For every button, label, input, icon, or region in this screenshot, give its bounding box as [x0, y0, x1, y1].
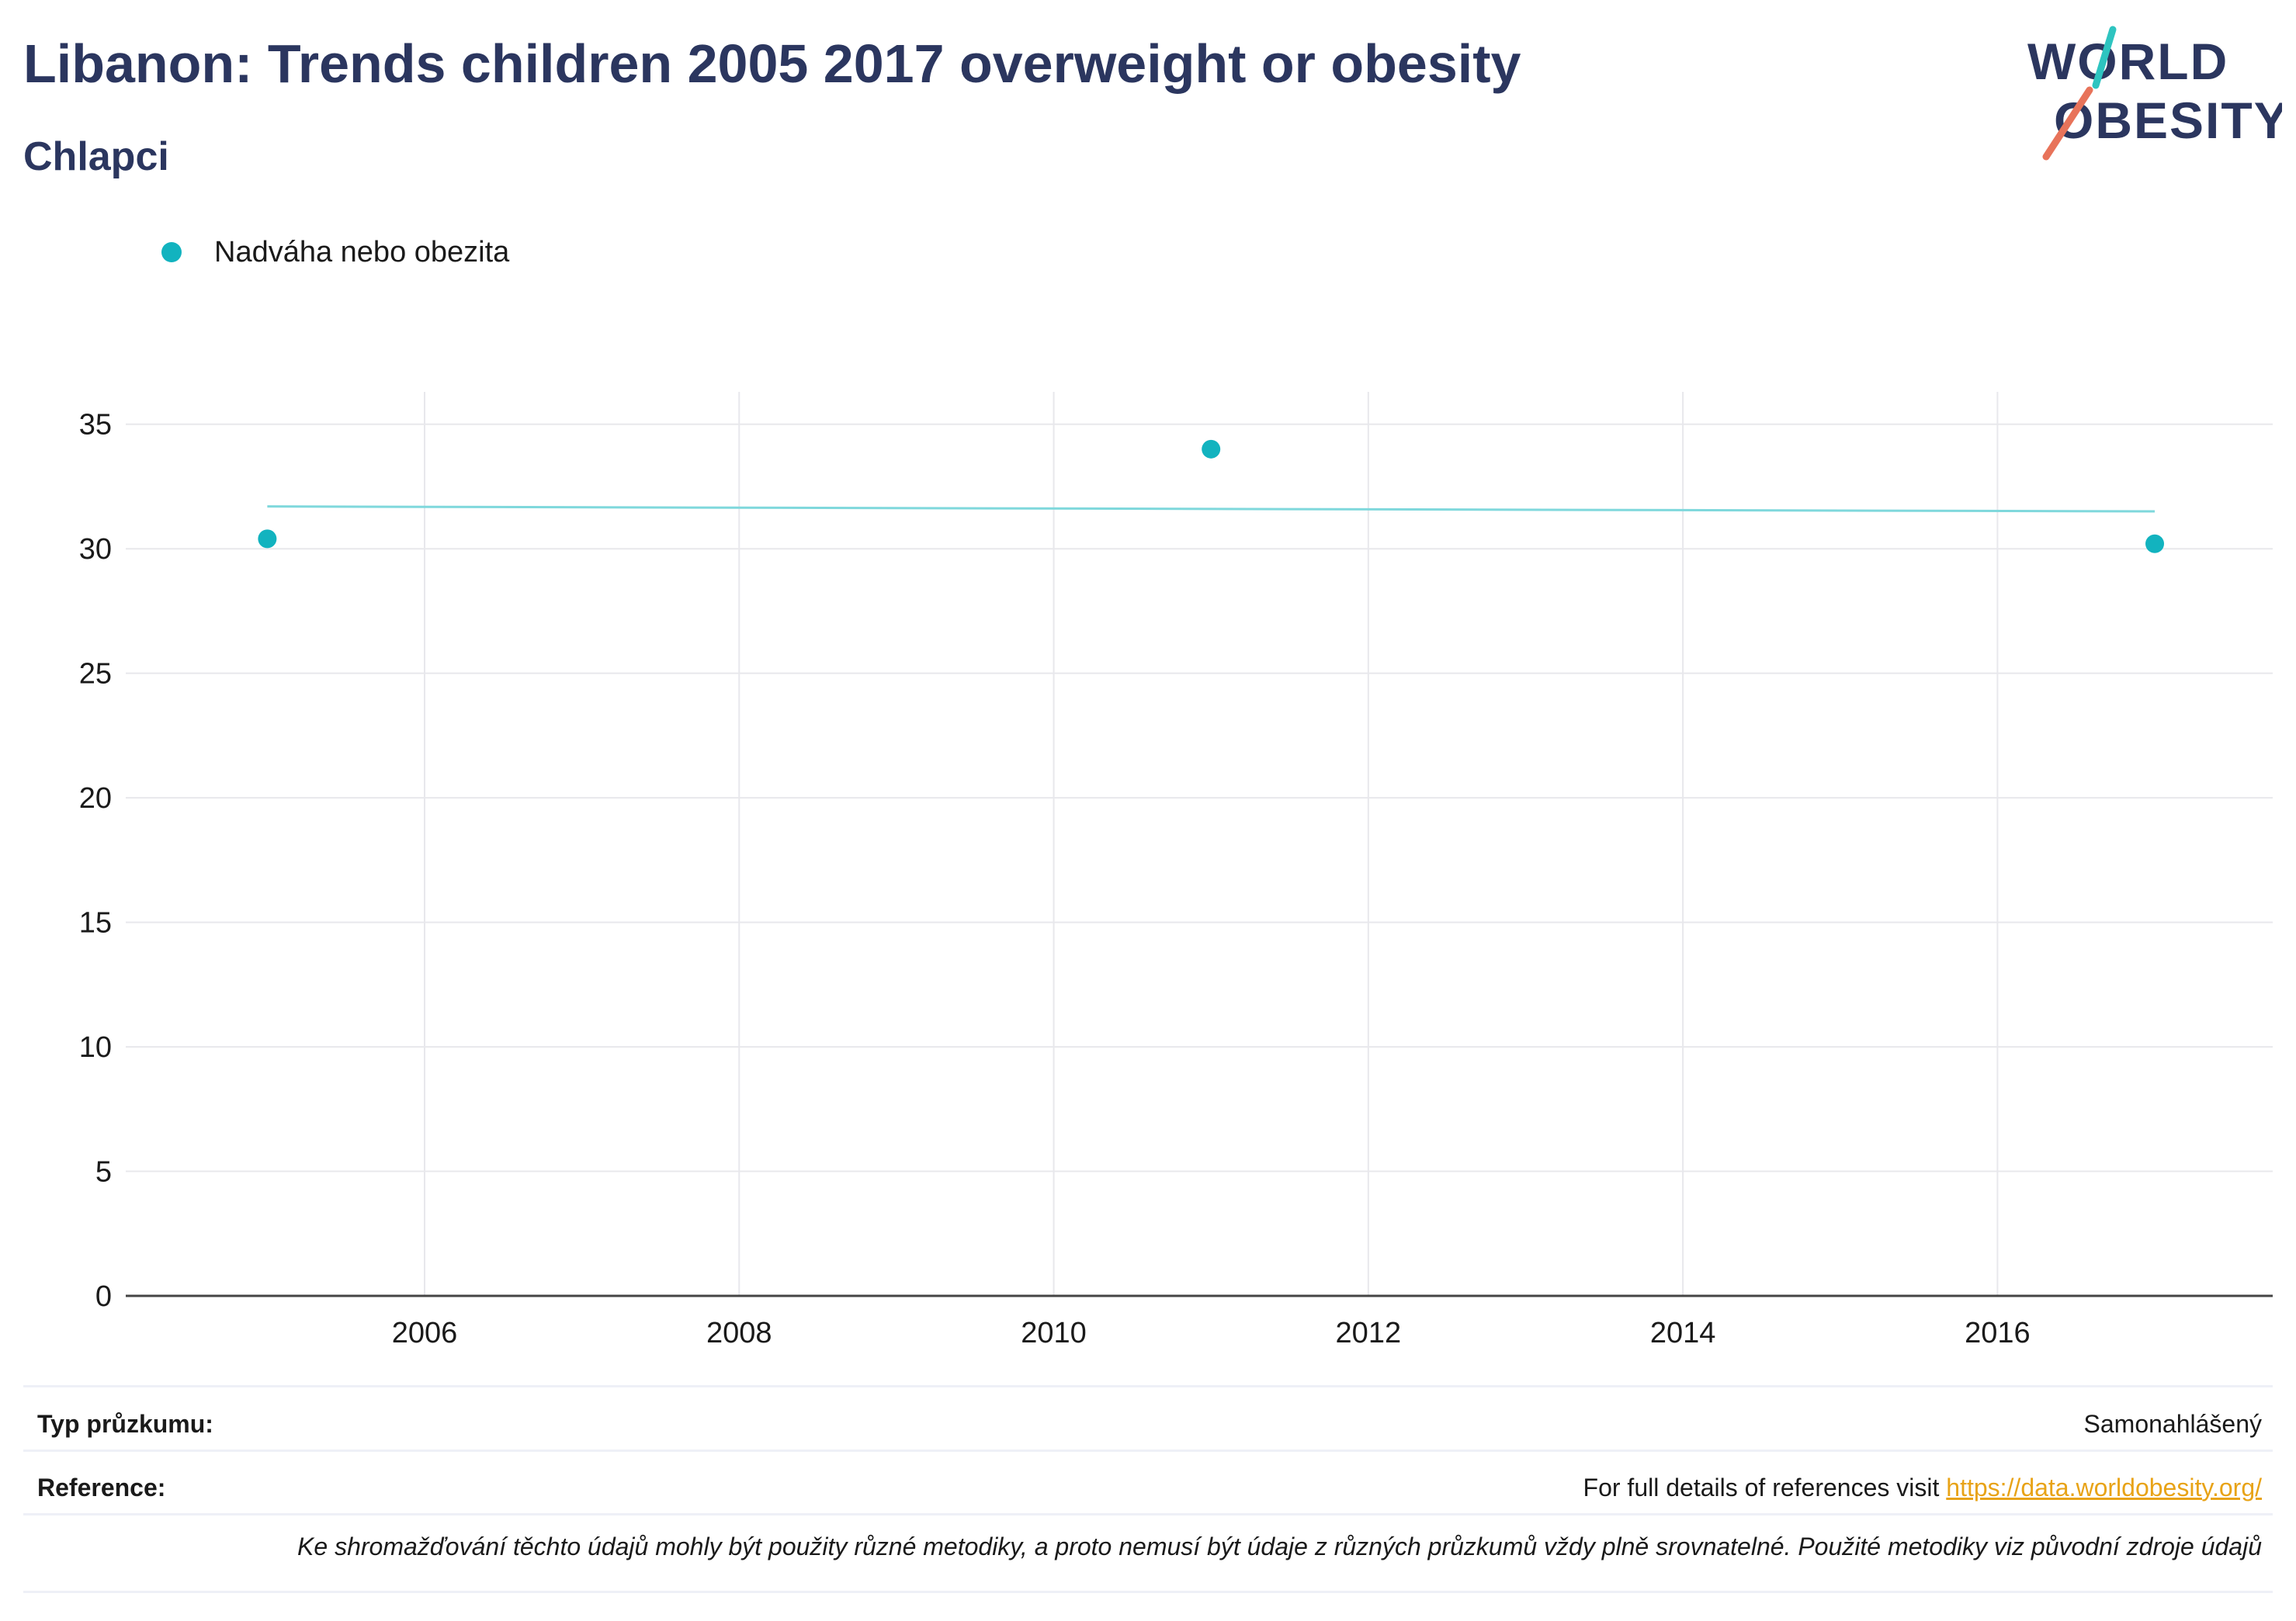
y-tick-label: 35	[79, 409, 112, 442]
world-obesity-logo: WORLD OBESITY	[2027, 26, 2282, 161]
y-tick-label: 20	[79, 782, 112, 815]
info-divider-middle	[23, 1450, 2273, 1452]
reference-content: For full details of references visit htt…	[1583, 1474, 2262, 1502]
logo-slash-coral	[2042, 86, 2093, 161]
methodology-disclaimer: Ke shromažďování těchto údajů mohly být …	[297, 1533, 2262, 1560]
x-tick-label: 2014	[1650, 1317, 1716, 1349]
y-tick-label: 30	[79, 533, 112, 566]
logo-text-world: WORLD	[2027, 33, 2228, 90]
y-tick-label: 15	[79, 907, 112, 940]
data-point	[1202, 439, 1221, 459]
reference-row: Reference: For full details of reference…	[37, 1468, 2262, 1507]
logo-slash-teal	[2092, 26, 2117, 89]
x-tick-label: 2008	[706, 1317, 772, 1349]
x-tick-label: 2006	[392, 1317, 458, 1349]
page-subtitle: Chlapci	[23, 134, 169, 179]
y-tick-label: 5	[95, 1156, 112, 1189]
info-divider-bottom	[23, 1513, 2273, 1515]
x-tick-label: 2010	[1021, 1317, 1087, 1349]
survey-type-value: Samonahlášený	[2083, 1409, 2262, 1438]
info-divider-top	[23, 1385, 2273, 1387]
reference-text: For full details of references visit	[1583, 1473, 1940, 1502]
logo-text-obesity: OBESITY	[2054, 92, 2282, 149]
legend[interactable]: Nadváha nebo obezita	[161, 233, 509, 272]
y-tick-label: 0	[95, 1280, 112, 1313]
data-point	[2145, 534, 2165, 553]
x-tick-label: 2012	[1336, 1317, 1402, 1349]
y-tick-label: 10	[79, 1031, 112, 1064]
y-tick-label: 25	[79, 658, 112, 691]
legend-label: Nadváha nebo obezita	[214, 235, 510, 268]
page-title: Libanon: Trends children 2005 2017 overw…	[23, 33, 1521, 94]
legend-marker	[161, 242, 182, 262]
info-divider-end	[23, 1591, 2273, 1593]
trend-line	[267, 505, 2156, 513]
chart: 2006 2008 2010 2012 2014 2016 0 5 10 15 20 25 30 35	[79, 392, 2273, 1349]
reference-link[interactable]: https://data.worldobesity.org/	[1946, 1473, 2262, 1502]
reference-label: Reference:	[37, 1473, 166, 1502]
survey-type-label: Typ průzkumu:	[37, 1409, 213, 1438]
data-point	[258, 529, 277, 549]
x-tick-label: 2016	[1965, 1317, 2031, 1349]
survey-type-row: Typ průzkumu: Samonahlášený	[37, 1405, 2262, 1443]
